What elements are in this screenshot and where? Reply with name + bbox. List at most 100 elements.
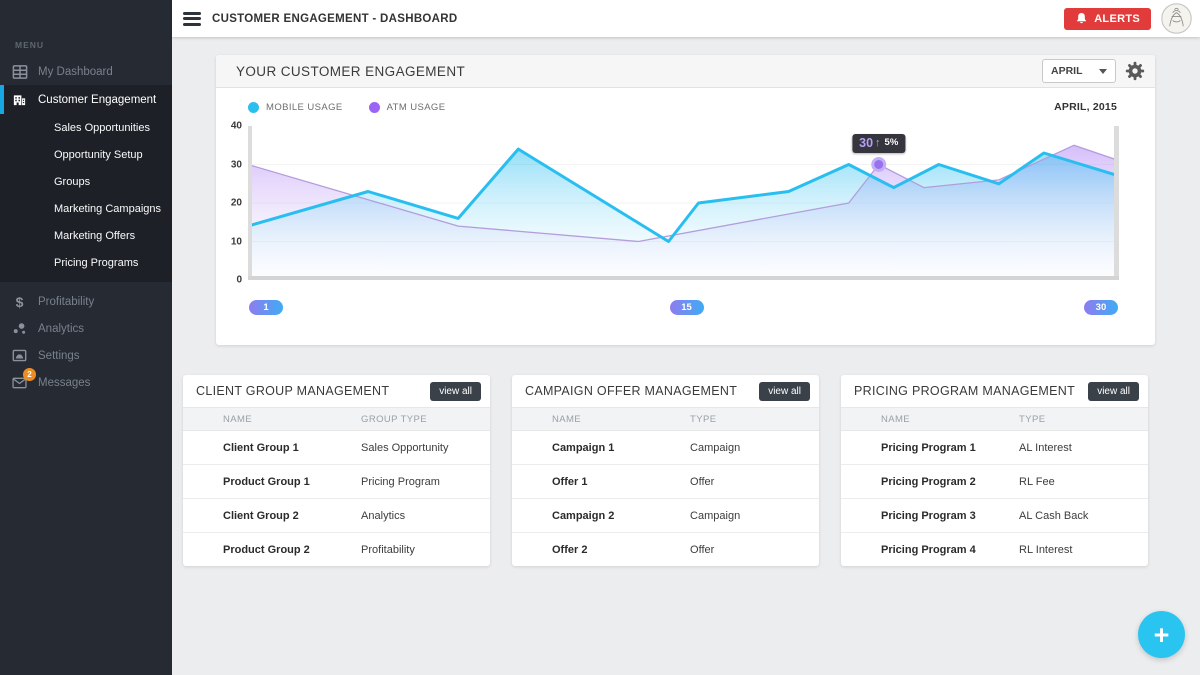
column-header: TYPE <box>1019 413 1046 425</box>
card-title: CAMPAIGN OFFER MANAGEMENT <box>525 384 738 398</box>
column-header: GROUP TYPE <box>361 413 427 425</box>
sidebar-subitem-label: Marketing Campaigns <box>54 202 161 215</box>
topbar: CUSTOMER ENGAGEMENT - DASHBOARD ALERTS <box>172 0 1200 37</box>
legend-item-mobile-usage: MOBILE USAGE <box>248 101 343 113</box>
sidebar-subitem-label: Marketing Offers <box>54 229 136 242</box>
column-header: NAME <box>881 413 911 425</box>
alerts-button-label: ALERTS <box>1094 12 1140 25</box>
view-all-button[interactable]: view all <box>1088 381 1139 401</box>
hamburger-menu-icon[interactable] <box>183 11 201 26</box>
sidebar-subitem-label: Sales Opportunities <box>54 121 150 134</box>
settings-gear-button[interactable] <box>1125 61 1145 81</box>
bell-icon <box>1075 12 1088 25</box>
plus-icon: + <box>1153 619 1170 650</box>
table-row[interactable]: Client Group 2 Analytics <box>183 499 490 533</box>
sidebar-subitem-label: Groups <box>54 175 91 188</box>
table-row[interactable]: Product Group 1 Pricing Program <box>183 465 490 499</box>
chart-card-header: YOUR CUSTOMER ENGAGEMENT APRIL <box>216 55 1155 88</box>
sidebar-item-label: Messages <box>38 376 91 389</box>
month-select[interactable]: APRIL <box>1042 59 1116 83</box>
bubbles-icon <box>11 320 28 337</box>
chart-tooltip: 30 ↑ 5% <box>852 133 906 153</box>
sidebar-subitem-groups[interactable]: Groups <box>0 168 172 195</box>
sidebar-subitem-pricing-programs[interactable]: Pricing Programs <box>0 249 172 276</box>
dashboard-icon <box>11 63 28 80</box>
envelope-icon: 2 <box>11 368 36 391</box>
pricing-program-table: NAME TYPE Pricing Program 1 AL Interest P… <box>841 407 1148 566</box>
sidebar-item-label: Profitability <box>38 295 95 308</box>
pricing-program-management-card: PRICING PROGRAM MANAGEMENT view all NAME… <box>841 375 1148 566</box>
sidebar-item-profitability[interactable]: $ Profitability <box>0 288 172 315</box>
legend-label: MOBILE USAGE <box>266 101 343 113</box>
arrow-up-icon: ↑ <box>875 136 881 149</box>
table-row[interactable]: Campaign 2 Campaign <box>512 499 819 533</box>
building-icon <box>11 91 28 108</box>
sidebar-subitem-label: Pricing Programs <box>54 256 139 269</box>
table-row[interactable]: Offer 2 Offer <box>552 543 715 556</box>
tooltip-value: 30 <box>859 135 874 150</box>
engagement-chart-card: YOUR CUSTOMER ENGAGEMENT APRIL <box>216 55 1155 345</box>
management-cards-row: CLIENT GROUP MANAGEMENT view all NAME GR… <box>183 375 1200 566</box>
sidebar-item-label: Customer Engagement <box>38 93 157 106</box>
x-axis-pill-30[interactable]: 30 <box>1083 300 1118 315</box>
table-row[interactable]: Pricing Program 1 AL Interest <box>841 431 1148 465</box>
sidebar: MENU My Dashboard Customer Engagement Sa… <box>0 0 172 675</box>
sidebar-item-customer-engagement[interactable]: Customer Engagement <box>0 85 172 114</box>
sidebar-subitem-opportunity-setup[interactable]: Opportunity Setup <box>0 141 172 168</box>
add-fab-button[interactable]: + <box>1138 611 1185 658</box>
sidebar-item-my-dashboard[interactable]: My Dashboard <box>0 58 172 85</box>
sidebar-item-label: Analytics <box>38 322 85 335</box>
campaign-offer-management-card: CAMPAIGN OFFER MANAGEMENT view all NAME … <box>512 375 819 566</box>
main-content: YOUR CUSTOMER ENGAGEMENT APRIL <box>172 37 1200 675</box>
table-header: NAME TYPE <box>512 407 819 431</box>
x-axis-pill-1[interactable]: 1 <box>249 300 284 315</box>
sidebar-active-section: Customer Engagement Sales Opportunities … <box>0 85 172 282</box>
card-title: CLIENT GROUP MANAGEMENT <box>196 384 390 398</box>
legend-item-atm-usage: ATM USAGE <box>368 101 446 113</box>
y-axis-label: 30 <box>230 159 242 170</box>
engagement-chart[interactable]: 30 ↑ 5% 40 30 20 10 0 <box>231 121 1119 286</box>
table-row[interactable]: Campaign 1 Campaign <box>512 431 819 465</box>
sidebar-item-label: Settings <box>38 349 80 362</box>
view-all-button[interactable]: view all <box>430 381 481 401</box>
image-icon <box>11 347 28 364</box>
table-row[interactable]: Pricing Program 3 AL Cash Back <box>841 499 1148 533</box>
table-row[interactable]: Offer 1 Offer <box>512 465 819 499</box>
alerts-button[interactable]: ALERTS <box>1064 7 1151 30</box>
messages-badge: 2 <box>23 368 36 381</box>
sidebar-subitem-label: Opportunity Setup <box>54 148 143 161</box>
x-axis-pill-15[interactable]: 15 <box>669 300 704 315</box>
view-all-button[interactable]: view all <box>759 381 810 401</box>
table-row[interactable]: Product Group 2 Profitability <box>223 543 415 556</box>
legend-label: ATM USAGE <box>386 101 446 113</box>
table-header: NAME GROUP TYPE <box>183 407 490 431</box>
y-axis-label: 10 <box>230 236 242 247</box>
month-select-value: APRIL <box>1051 65 1083 77</box>
sidebar-item-settings[interactable]: Settings <box>0 342 172 369</box>
card-title: PRICING PROGRAM MANAGEMENT <box>854 384 1076 398</box>
chart-card-title: YOUR CUSTOMER ENGAGEMENT <box>236 63 466 79</box>
table-row[interactable]: Client Group 1 Sales Opportunity <box>183 431 490 465</box>
sidebar-subitem-marketing-offers[interactable]: Marketing Offers <box>0 222 172 249</box>
chart-canvas <box>248 126 1119 280</box>
sidebar-item-messages[interactable]: 2 Messages <box>0 368 172 396</box>
column-header: NAME <box>552 413 582 425</box>
table-header: NAME TYPE <box>841 407 1148 431</box>
legend-dot-atm <box>368 101 380 113</box>
y-axis-label: 20 <box>230 197 242 209</box>
chart-x-axis: 1 15 30 <box>248 300 1119 315</box>
column-header: TYPE <box>690 413 717 425</box>
sidebar-subitem-marketing-campaigns[interactable]: Marketing Campaigns <box>0 195 172 222</box>
table-row[interactable]: Pricing Program 4 RL Interest <box>881 543 1073 556</box>
dollar-icon: $ <box>15 293 24 310</box>
avatar[interactable] <box>1161 3 1192 34</box>
table-row[interactable]: Pricing Program 2 RL Fee <box>841 465 1148 499</box>
sidebar-menu-label: MENU <box>15 40 45 50</box>
sidebar-subitem-sales-opportunities[interactable]: Sales Opportunities <box>0 114 172 141</box>
sidebar-item-label: My Dashboard <box>38 65 113 78</box>
chevron-down-icon <box>1099 68 1107 74</box>
legend-dot-mobile <box>248 101 259 113</box>
column-header: NAME <box>223 413 253 425</box>
sidebar-item-analytics[interactable]: Analytics <box>0 315 172 342</box>
